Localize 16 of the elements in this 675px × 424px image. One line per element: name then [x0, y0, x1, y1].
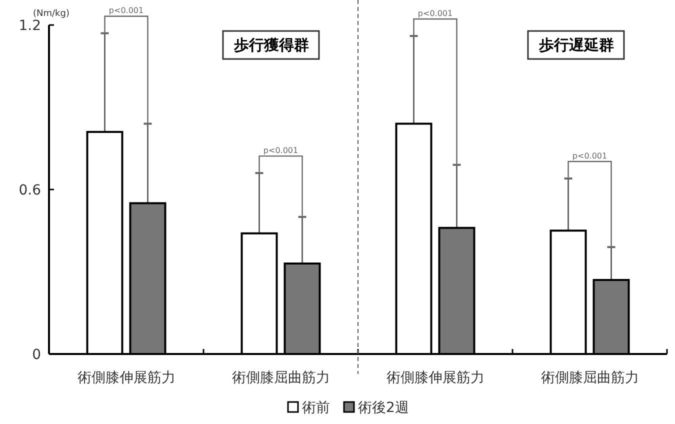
- x-tick-label: 術側膝屈曲筋力: [540, 370, 639, 386]
- annotation: 歩行遅延群: [538, 36, 614, 54]
- annotation: p<0.001: [263, 146, 298, 156]
- annotation: 歩行獲得群: [232, 36, 309, 54]
- text: p<0.001: [108, 6, 144, 16]
- legend-label: 術後2週: [358, 400, 409, 416]
- y-tick-label: 0.6: [18, 182, 42, 198]
- y-tick-label: 0: [32, 347, 41, 363]
- legend-label: 術前: [302, 400, 330, 416]
- y-axis-title: (Nm/kg): [33, 9, 70, 19]
- y-tick-label: 1.2: [18, 18, 41, 34]
- x-tick-label: 術側膝伸展筋力: [386, 370, 484, 386]
- x-tick-label: 術側膝屈曲筋力: [232, 370, 330, 386]
- x-tick-label: 術側膝伸展筋力: [77, 370, 176, 386]
- annotation: p<0.001: [572, 152, 608, 161]
- text: p<0.001: [418, 8, 453, 18]
